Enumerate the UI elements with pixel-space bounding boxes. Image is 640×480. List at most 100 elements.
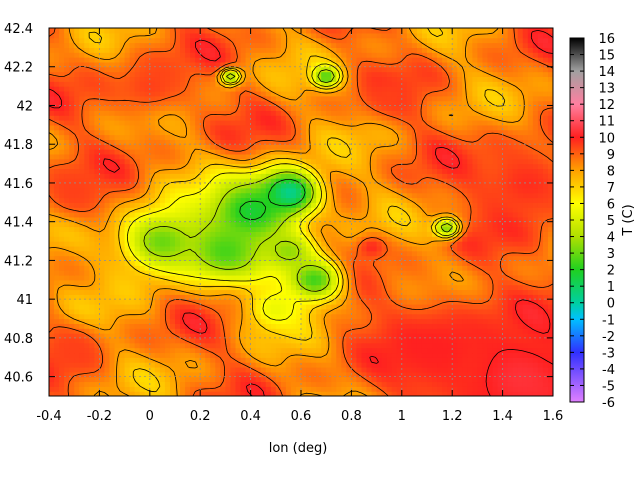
heatmap-cell: [311, 192, 317, 199]
heatmap-cell: [79, 376, 85, 383]
heatmap-cell: [411, 347, 418, 354]
heatmap-cell: [532, 231, 539, 237]
heatmap-cell: [149, 192, 156, 199]
heatmap-cell: [69, 347, 75, 354]
heatmap-cell: [467, 376, 473, 383]
heatmap-cell: [301, 192, 307, 199]
heatmap-cell: [134, 158, 141, 165]
heatmap-cell: [129, 357, 136, 363]
heatmap-cell: [54, 241, 60, 247]
heatmap-cell: [462, 299, 468, 305]
heatmap-cell: [134, 391, 141, 396]
heatmap-cell: [64, 371, 70, 378]
heatmap-cell: [522, 216, 529, 223]
heatmap-cell: [220, 255, 226, 262]
heatmap-cell: [316, 265, 322, 271]
heatmap-cell: [512, 231, 519, 237]
heatmap-cell: [537, 391, 544, 396]
heatmap-cell: [517, 182, 524, 189]
heatmap-cell: [361, 304, 368, 310]
heatmap-cell: [321, 158, 327, 165]
heatmap-cell: [250, 342, 257, 349]
heatmap-cell: [522, 255, 529, 262]
heatmap-cell: [366, 221, 373, 228]
heatmap-cell: [195, 260, 201, 266]
heatmap-cell: [74, 318, 80, 324]
heatmap-cell: [180, 386, 186, 392]
heatmap-cell: [169, 168, 176, 174]
heatmap-cell: [371, 163, 378, 170]
heatmap-cell: [235, 216, 242, 223]
heatmap-cell: [432, 318, 438, 324]
heatmap-cell: [452, 197, 458, 203]
heatmap-cell: [270, 236, 277, 242]
heatmap-cell: [154, 197, 161, 203]
heatmap-cell: [346, 163, 352, 170]
heatmap-cell: [371, 371, 378, 378]
heatmap-cell: [301, 274, 307, 281]
heatmap-cell: [306, 187, 312, 194]
heatmap-cell: [442, 347, 448, 354]
heatmap-cell: [220, 216, 226, 223]
heatmap-cell: [351, 202, 358, 208]
heatmap-cell: [134, 333, 141, 339]
heatmap-cell: [84, 299, 90, 305]
heatmap-cell: [114, 202, 121, 208]
heatmap-cell: [200, 391, 206, 396]
heatmap-cell: [144, 294, 151, 300]
heatmap-cell: [472, 192, 478, 199]
heatmap-cell: [205, 231, 211, 237]
heatmap-cell: [366, 153, 373, 160]
heatmap-cell: [487, 386, 494, 392]
heatmap-cell: [522, 207, 529, 213]
heatmap-cell: [487, 197, 494, 203]
heatmap-cell: [124, 308, 131, 315]
heatmap-cell: [240, 342, 247, 349]
heatmap-cell: [416, 202, 423, 208]
heatmap-cell: [427, 313, 433, 320]
heatmap-cell: [144, 328, 151, 334]
heatmap-cell: [487, 333, 494, 339]
heatmap-cell: [104, 236, 111, 242]
heatmap-cell: [180, 153, 186, 160]
heatmap-cell: [245, 265, 252, 271]
heatmap-cell: [306, 260, 312, 266]
heatmap-cell: [134, 245, 141, 252]
heatmap-cell: [164, 153, 171, 160]
heatmap-cell: [351, 226, 358, 232]
heatmap-cell: [180, 245, 186, 252]
heatmap-cell: [527, 386, 534, 392]
heatmap-cell: [351, 265, 358, 271]
heatmap-cell: [472, 274, 478, 281]
heatmap-cell: [119, 386, 126, 392]
heatmap-cell: [482, 313, 489, 320]
heatmap-cell: [361, 221, 368, 228]
heatmap-cell: [94, 221, 100, 228]
heatmap-cell: [139, 168, 146, 174]
heatmap-cell: [134, 212, 141, 218]
heatmap-cell: [427, 323, 433, 329]
heatmap-cell: [54, 207, 60, 213]
heatmap-cell: [109, 294, 116, 300]
heatmap-cell: [507, 337, 514, 344]
heatmap-cell: [290, 245, 297, 252]
heatmap-cell: [442, 289, 448, 295]
heatmap-cell: [396, 342, 403, 349]
heatmap-cell: [356, 323, 363, 329]
heatmap-cell: [164, 386, 171, 392]
heatmap-cell: [295, 265, 302, 271]
heatmap-cell: [169, 294, 176, 300]
heatmap-cell: [321, 197, 327, 203]
heatmap-cell: [89, 289, 95, 295]
heatmap-cell: [351, 318, 358, 324]
heatmap-cell: [119, 376, 126, 383]
heatmap-cell: [522, 328, 529, 334]
heatmap-cell: [250, 192, 257, 199]
heatmap-cell: [467, 289, 473, 295]
heatmap-cell: [391, 207, 398, 213]
heatmap-cell: [421, 173, 428, 179]
heatmap-cell: [396, 304, 403, 310]
heatmap-cell: [346, 299, 352, 305]
heatmap-cell: [119, 158, 126, 165]
heatmap-cell: [74, 187, 80, 194]
